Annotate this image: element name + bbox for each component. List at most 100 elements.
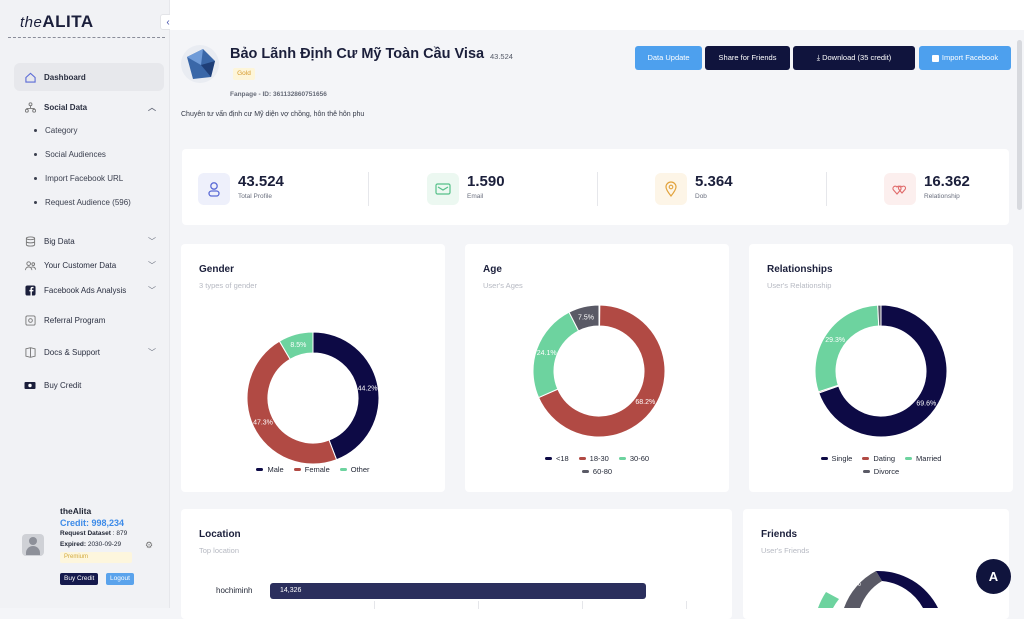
age-donut-chart: 68.2% 24.1% 7.5% <box>532 304 666 438</box>
card-title: Age <box>483 264 502 275</box>
location-pin-icon <box>655 173 687 205</box>
user-credit: Credit: 998,234 <box>60 518 125 528</box>
sidebar-item-buy-credit[interactable]: Buy Credit <box>14 371 164 399</box>
stat-label: Email <box>467 193 484 200</box>
stat-dob: 5.364 Dob <box>655 171 835 207</box>
home-icon <box>24 71 36 83</box>
legend-item[interactable]: 18-30 <box>578 454 609 463</box>
legend-swatch <box>820 457 828 460</box>
database-icon <box>24 235 36 247</box>
chart-legend: Male Female Other <box>181 465 445 474</box>
card-title: Relationships <box>767 264 833 275</box>
donut-data-label: 47.3% <box>253 420 273 427</box>
legend-item[interactable]: Single <box>820 454 853 463</box>
friends-slice <box>844 571 882 608</box>
logo-brand: ALITA <box>42 12 94 31</box>
donut-data-label: 8.5% <box>290 342 306 349</box>
legend-item[interactable]: Other <box>339 465 370 474</box>
location-bar: 14,326 <box>270 583 646 599</box>
legend-label: <18 <box>555 454 569 463</box>
legend-label: 30-60 <box>629 454 650 463</box>
docs-icon <box>24 346 36 358</box>
donut-data-label: 68.2% <box>635 399 655 406</box>
legend-swatch <box>293 468 301 471</box>
sidebar: theALITA Dashboard Social Data ︿ Categor… <box>0 0 170 608</box>
sidebar-item-dashboard[interactable]: Dashboard <box>14 63 164 91</box>
card-title: Friends <box>761 529 798 540</box>
page-title: Bảo Lãnh Định Cư Mỹ Toàn Cầu Visa <box>230 46 485 62</box>
chart-legend: Single Dating Married Divorce <box>749 454 1013 476</box>
subitem-label: Social Audiences <box>45 150 106 159</box>
chat-button[interactable]: A <box>976 559 1011 594</box>
chevron-left-icon: ‹ <box>166 16 170 28</box>
app-logo[interactable]: theALITA <box>20 12 94 32</box>
legend-label: Female <box>304 465 330 474</box>
legend-item[interactable]: Female <box>293 465 330 474</box>
logout-button[interactable]: Logout <box>106 573 134 585</box>
legend-swatch <box>862 457 870 460</box>
donut-data-label: 7.5% <box>578 315 594 322</box>
sidebar-item-social-data[interactable]: Social Data ︿ <box>14 93 164 121</box>
legend-item[interactable]: Divorce <box>862 467 899 476</box>
stat-relationship: 16.362 Relationship <box>884 171 1024 207</box>
import-facebook-button[interactable]: Import Facebook <box>919 46 1011 70</box>
sidebar-item-label: Referral Program <box>44 315 106 325</box>
relationships-donut-chart: 69.6% 29.3% <box>814 304 948 438</box>
divider <box>597 172 598 206</box>
data-update-button[interactable]: Data Update <box>635 46 702 70</box>
sidebar-item-big-data[interactable]: Big Data ﹀ <box>14 227 164 255</box>
legend-item[interactable]: 60-80 <box>581 467 612 476</box>
legend-label: Single <box>831 454 853 463</box>
stat-label: Total Profile <box>238 193 272 200</box>
legend-label: Dating <box>873 454 896 463</box>
scrollbar[interactable] <box>1017 40 1022 210</box>
download-icon: ⤓ <box>816 53 823 62</box>
legend-item[interactable]: Dating <box>862 454 895 463</box>
user-icon <box>198 173 230 205</box>
sidebar-item-docs-support[interactable]: Docs & Support ﹀ <box>14 338 164 366</box>
divider <box>368 172 369 206</box>
legend-item[interactable]: Male <box>256 465 284 474</box>
stats-panel: 43.524 Total Profile 1.590 Email 5.364 D… <box>182 149 1009 225</box>
expired-label: Expired: <box>60 541 87 548</box>
stat-value: 16.362 <box>924 173 970 190</box>
sidebar-item-referral-program[interactable]: Referral Program <box>14 306 164 334</box>
facebook-icon <box>24 284 36 296</box>
friends-slice <box>876 570 938 608</box>
gear-icon[interactable]: ⚙ <box>145 540 154 550</box>
status-badge: Gold <box>233 68 255 80</box>
sidebar-subitem-import-facebook-url[interactable]: Import Facebook URL <box>34 174 123 183</box>
logo-prefix: the <box>20 14 43 31</box>
stat-value: 43.524 <box>238 173 284 190</box>
card-subtitle: User's Ages <box>483 281 523 290</box>
sidebar-item-facebook-ads-analysis[interactable]: Facebook Ads Analysis ﹀ <box>14 276 164 304</box>
request-dataset-value: : 879 <box>112 530 128 537</box>
avatar[interactable] <box>22 534 44 556</box>
legend-item[interactable]: <18 <box>544 454 569 463</box>
grid-line <box>478 601 479 609</box>
request-dataset-label: Request Dataset <box>60 530 111 537</box>
sidebar-subitem-category[interactable]: Category <box>34 126 77 135</box>
share-button[interactable]: Share for Friends <box>705 46 790 70</box>
donut-data-label: 44.2% <box>358 385 378 392</box>
chevron-down-icon: ﹀ <box>148 285 156 295</box>
sidebar-subitem-social-audiences[interactable]: Social Audiences <box>34 150 106 159</box>
top-bar <box>170 0 1024 30</box>
stat-total-profile: 43.524 Total Profile <box>198 171 378 207</box>
download-button[interactable]: ⤓ Download (35 credit) <box>793 46 915 70</box>
donut-data-label: 29.3% <box>825 337 845 344</box>
friends-data-label: 14.4% <box>841 581 861 588</box>
sidebar-item-your-customer-data[interactable]: Your Customer Data ﹀ <box>14 251 164 279</box>
sidebar-item-label: Facebook Ads Analysis <box>44 285 127 295</box>
legend-swatch <box>905 457 913 460</box>
legend-item[interactable]: 30-60 <box>618 454 650 463</box>
donut-slice-60-80 <box>568 304 600 332</box>
friends-slice <box>818 592 839 608</box>
grid-line <box>582 601 583 609</box>
sidebar-subitem-request-audience[interactable]: Request Audience (596) <box>34 198 131 207</box>
buy-credit-button[interactable]: Buy Credit <box>60 573 99 585</box>
chevron-up-icon: ︿ <box>148 102 156 112</box>
legend-item[interactable]: Married <box>905 454 941 463</box>
legend-swatch <box>581 470 589 473</box>
stat-label: Dob <box>695 193 707 200</box>
